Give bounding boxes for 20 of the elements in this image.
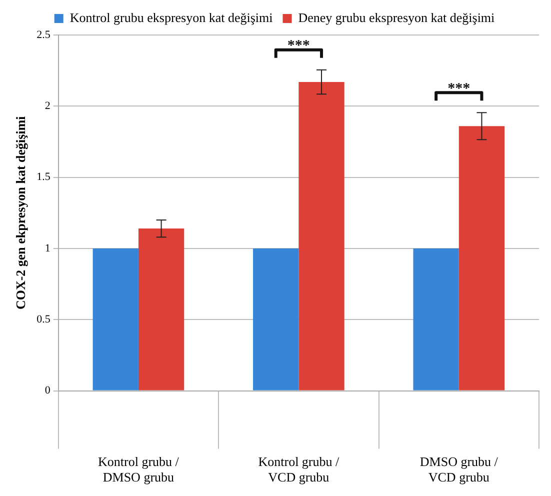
bar [413,248,459,390]
legend-label: Deney grubu ekspresyon kat değişimi [298,10,496,25]
x-tick-label: Kontrol grubu / VCD grubu [258,454,340,485]
bar [92,248,138,390]
x-tick-label: Kontrol grubu / DMSO grubu [98,454,180,485]
y-tick-label: 1 [44,242,50,254]
bar [138,228,184,390]
legend-label: Kontrol grubu ekspresyon kat değişimi [70,10,274,25]
y-tick-label: 0.5 [36,314,51,326]
y-tick-label: 2.5 [36,28,51,41]
bar [253,248,299,390]
bar [458,126,505,390]
annotation: *** [287,38,310,54]
y-tick-label: 1.5 [36,171,51,184]
y-axis-title: COX-2 gen ekpresyon kat değişimi [13,116,28,310]
bar [298,82,344,390]
y-tick-label: 2 [44,100,50,112]
y-tick-label: 0 [44,384,51,397]
annotation: *** [448,80,470,97]
x-tick-label: DMSO grubu / VCD grubu [420,454,498,485]
